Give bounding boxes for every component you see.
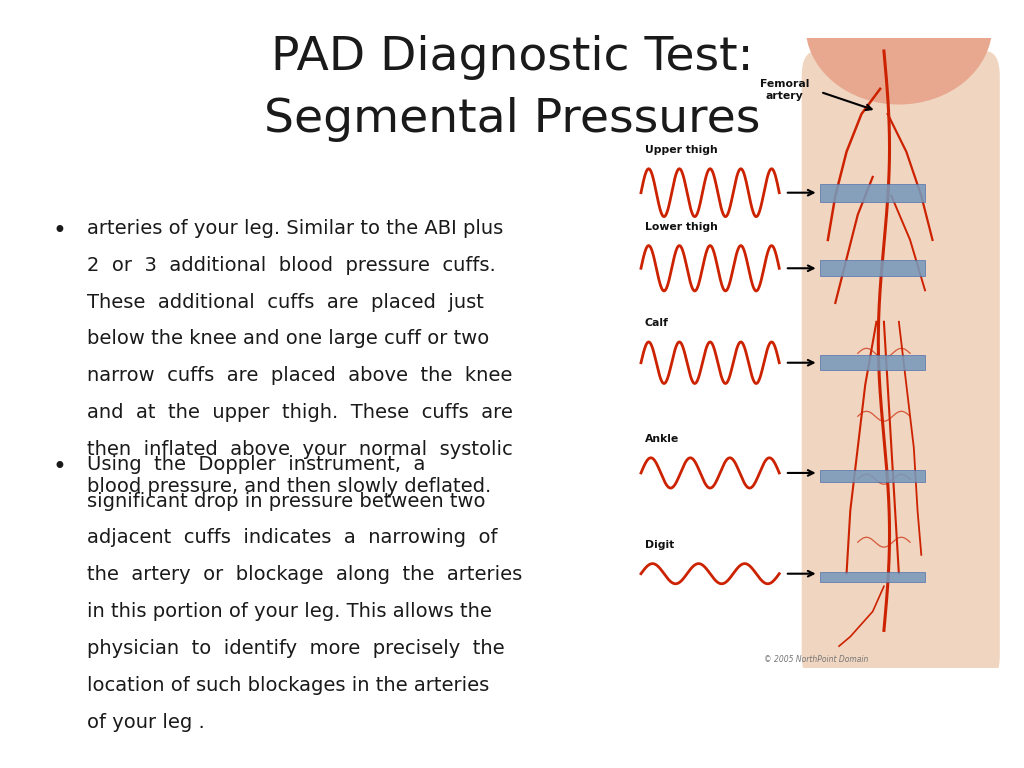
- Text: •: •: [52, 219, 67, 243]
- FancyBboxPatch shape: [820, 580, 947, 680]
- Ellipse shape: [806, 0, 992, 104]
- Text: Lower thigh: Lower thigh: [645, 222, 718, 232]
- Text: then  inflated  above  your  normal  systolic: then inflated above your normal systolic: [87, 440, 513, 459]
- Text: •: •: [52, 455, 67, 478]
- Text: significant drop in pressure between two: significant drop in pressure between two: [87, 492, 485, 511]
- Text: Calf: Calf: [645, 318, 669, 328]
- Text: physician  to  identify  more  precisely  the: physician to identify more precisely the: [87, 639, 505, 658]
- Text: Digit: Digit: [645, 540, 674, 550]
- Bar: [820, 260, 925, 276]
- Text: Using  the  Doppler  instrument,  a: Using the Doppler instrument, a: [87, 455, 425, 474]
- Text: These  additional  cuffs  are  placed  just: These additional cuffs are placed just: [87, 293, 484, 312]
- Text: Femoral
artery: Femoral artery: [760, 79, 809, 101]
- Text: the  artery  or  blockage  along  the  arteries: the artery or blockage along the arterie…: [87, 565, 522, 584]
- Text: Segmental Pressures: Segmental Pressures: [264, 97, 760, 141]
- Text: Ankle: Ankle: [645, 434, 679, 444]
- Bar: [820, 184, 925, 201]
- Text: in this portion of your leg. This allows the: in this portion of your leg. This allows…: [87, 602, 492, 621]
- Bar: [820, 355, 925, 370]
- Text: adjacent  cuffs  indicates  a  narrowing  of: adjacent cuffs indicates a narrowing of: [87, 528, 498, 548]
- Text: of your leg .: of your leg .: [87, 713, 205, 732]
- Text: location of such blockages in the arteries: location of such blockages in the arteri…: [87, 676, 489, 695]
- Text: below the knee and one large cuff or two: below the knee and one large cuff or two: [87, 329, 489, 349]
- Text: 2  or  3  additional  blood  pressure  cuffs.: 2 or 3 additional blood pressure cuffs.: [87, 256, 496, 275]
- Bar: [820, 470, 925, 482]
- Bar: [820, 572, 925, 582]
- Text: Upper thigh: Upper thigh: [645, 145, 718, 155]
- Text: arteries of your leg. Similar to the ABI plus: arteries of your leg. Similar to the ABI…: [87, 219, 503, 238]
- Text: and  at  the  upper  thigh.  These  cuffs  are: and at the upper thigh. These cuffs are: [87, 403, 513, 422]
- Text: PAD Diagnostic Test:: PAD Diagnostic Test:: [270, 35, 754, 80]
- FancyBboxPatch shape: [802, 51, 999, 680]
- Text: © 2005 NorthPoint Domain: © 2005 NorthPoint Domain: [765, 655, 868, 664]
- Text: blood pressure, and then slowly deflated.: blood pressure, and then slowly deflated…: [87, 477, 492, 496]
- Text: narrow  cuffs  are  placed  above  the  knee: narrow cuffs are placed above the knee: [87, 366, 512, 386]
